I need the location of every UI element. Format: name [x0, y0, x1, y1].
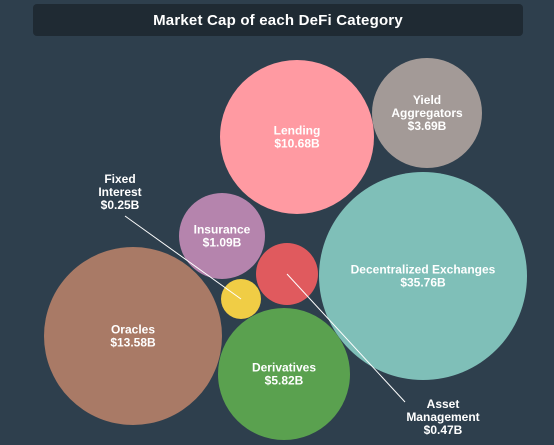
- data-label-decentralized-exchanges: Decentralized Exchanges $35.76B: [351, 263, 496, 290]
- leader-line-fixed-interest: [124, 215, 242, 300]
- data-label-asset-management: Asset Management $0.47B: [406, 397, 479, 437]
- data-label-lending: Lending $10.68B: [274, 124, 321, 151]
- data-label-yield-aggregators: Yield Aggregators $3.69B: [391, 93, 463, 133]
- data-label-insurance: Insurance $1.09B: [194, 223, 251, 250]
- chart-title: Market Cap of each DeFi Category: [153, 11, 403, 29]
- leader-line-asset-management: [286, 273, 406, 403]
- bubble-oracles: [44, 247, 222, 425]
- data-label-derivatives: Derivatives $5.82B: [252, 361, 316, 388]
- data-label-oracles: Oracles $13.58B: [110, 323, 156, 350]
- bubble-derivatives: [218, 308, 350, 440]
- bubble-insurance: [179, 193, 265, 279]
- bubble-lending: [220, 60, 374, 214]
- data-label-fixed-interest: Fixed Interest $0.25B: [98, 172, 141, 212]
- bubble-yield-aggregators: [372, 58, 482, 168]
- chart-title-bar: Market Cap of each DeFi Category: [33, 4, 523, 36]
- bubble-decentralized-exchanges: [319, 172, 527, 380]
